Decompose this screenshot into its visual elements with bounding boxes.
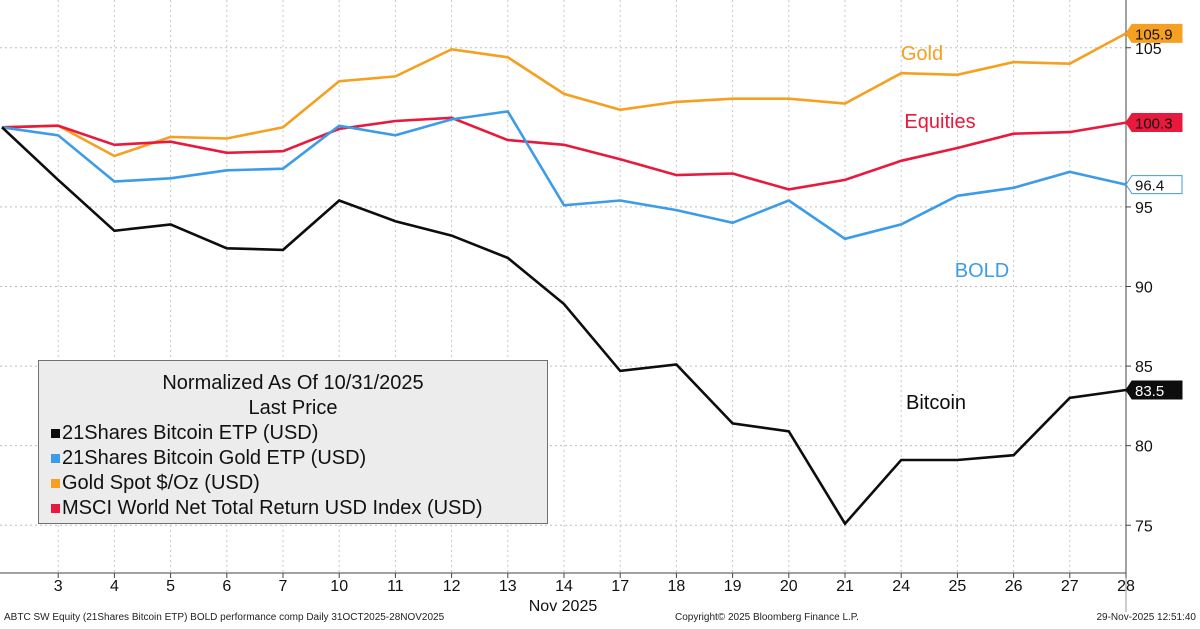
end-tag-value-bold: 96.4 [1135, 178, 1164, 195]
y-tick-label-105: 105 [1135, 41, 1162, 58]
legend-label-bold: 21Shares Bitcoin Gold ETP (USD) [62, 447, 367, 469]
end-tag-bitcoin: 83.5 [1125, 380, 1183, 400]
footer-source: ABTC SW Equity (21Shares Bitcoin ETP) BO… [4, 612, 445, 623]
end-tag-value-bitcoin: 83.5 [1135, 383, 1164, 400]
chart-legend: Normalized As Of 10/31/2025 Last Price 2… [38, 360, 548, 524]
x-tick-label-7: 7 [279, 578, 288, 595]
legend-item-equities: MSCI World Net Total Return USD Index (U… [39, 496, 547, 521]
x-tick-label-10: 10 [330, 578, 348, 595]
y-tick-label-95: 95 [1135, 200, 1153, 217]
x-tick-label-21: 21 [836, 578, 854, 595]
end-tag-value-equities: 100.3 [1135, 116, 1173, 133]
legend-item-bold: 21Shares Bitcoin Gold ETP (USD) [39, 446, 547, 471]
legend-swatch-equities [51, 504, 60, 513]
end-tag-bg-bitcoin [1125, 380, 1183, 400]
series-label-bitcoin: Bitcoin [906, 392, 966, 414]
x-tick-label-4: 4 [110, 578, 119, 595]
legend-subtitle: Last Price [248, 397, 338, 419]
x-tick-label-17: 17 [611, 578, 629, 595]
footer-timestamp: 29-Nov-2025 12:51:40 [1096, 612, 1196, 623]
series-label-gold: Gold [901, 43, 943, 65]
legend-swatch-bitcoin [51, 429, 60, 438]
x-tick-label-5: 5 [166, 578, 175, 595]
legend-swatch-bold [51, 454, 60, 463]
y-tick-label-85: 85 [1135, 359, 1153, 376]
end-tag-bg-gold [1125, 23, 1183, 43]
x-tick-label-25: 25 [949, 578, 967, 595]
legend-label-bitcoin: 21Shares Bitcoin ETP (USD) [62, 422, 319, 444]
legend-swatch-gold [51, 479, 60, 488]
x-tick-label-12: 12 [443, 578, 461, 595]
end-tag-gold: 105.9 [1125, 23, 1183, 43]
x-tick-label-14: 14 [555, 578, 573, 595]
x-tick-label-28: 28 [1117, 578, 1135, 595]
footer-copyright: Copyright© 2025 Bloomberg Finance L.P. [675, 612, 859, 623]
y-tick-label-75: 75 [1135, 518, 1153, 535]
x-tick-label-6: 6 [222, 578, 231, 595]
x-tick-label-19: 19 [724, 578, 742, 595]
x-tick-label-18: 18 [668, 578, 686, 595]
x-axis-label: Nov 2025 [529, 598, 598, 615]
legend-item-bitcoin: 21Shares Bitcoin ETP (USD) [39, 421, 547, 446]
x-tick-label-3: 3 [54, 578, 63, 595]
y-tick-label-90: 90 [1135, 280, 1153, 297]
end-tag-equities: 100.3 [1125, 113, 1183, 133]
x-tick-label-11: 11 [387, 578, 404, 595]
series-label-equities: Equities [904, 111, 975, 133]
series-label-bold: BOLD [955, 260, 1009, 282]
legend-title: Normalized As Of 10/31/2025 [162, 372, 424, 394]
legend-item-gold: Gold Spot $/Oz (USD) [39, 471, 547, 496]
x-tick-label-24: 24 [892, 578, 910, 595]
y-tick-label-80: 80 [1135, 439, 1153, 456]
end-tag-bg-bold [1125, 175, 1183, 195]
legend-label-equities: MSCI World Net Total Return USD Index (U… [62, 497, 483, 519]
x-tick-label-20: 20 [780, 578, 798, 595]
x-tick-label-27: 27 [1061, 578, 1079, 595]
x-tick-label-26: 26 [1005, 578, 1023, 595]
end-tag-bold: 96.4 [1125, 175, 1183, 195]
end-tag-bg-equities [1125, 113, 1183, 133]
legend-label-gold: Gold Spot $/Oz (USD) [62, 472, 260, 494]
end-tag-value-gold: 105.9 [1135, 26, 1173, 43]
x-tick-label-13: 13 [499, 578, 517, 595]
